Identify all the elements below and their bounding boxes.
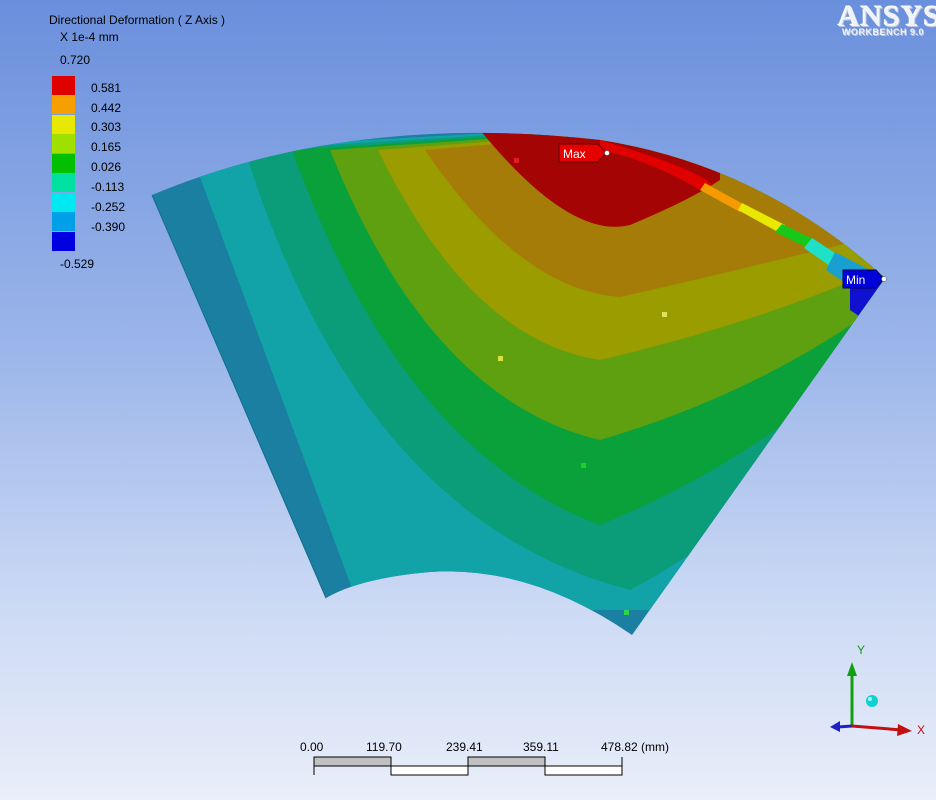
max-probe-label: Max	[563, 147, 586, 161]
legend-value: 0.442	[91, 101, 122, 115]
legend-swatch	[52, 95, 75, 114]
scale-bar	[313, 756, 623, 776]
legend-value: 0.303	[91, 120, 122, 134]
legend-max-value: 0.720	[60, 53, 91, 67]
legend-title: Directional Deformation ( Z Axis )	[49, 13, 226, 27]
coordinate-triad[interactable]: Y X	[830, 643, 925, 737]
legend-value: -0.113	[91, 180, 125, 194]
legend-value: 0.165	[91, 140, 122, 154]
legend-swatch	[52, 232, 75, 251]
scale-tick: 0.00	[300, 740, 324, 754]
workbench-version-label: WORKBENCH 9.0	[842, 27, 925, 37]
triad-y-label: Y	[857, 643, 865, 657]
legend-value: 0.026	[91, 160, 122, 174]
ansys-logo: ANSYS	[838, 0, 936, 33]
max-probe[interactable]: Max	[558, 143, 610, 163]
legend-swatch	[52, 193, 75, 212]
legend-value: 0.581	[91, 81, 122, 95]
scale-tick: 359.11	[523, 740, 559, 754]
triad-x-label: X	[917, 723, 925, 737]
scale-tick: 119.70	[366, 740, 402, 754]
legend-swatch	[52, 115, 75, 134]
scale-tick: 478.82 (mm)	[601, 740, 670, 754]
scale-tick: 239.41	[446, 740, 483, 754]
legend-unit: X 1e-4 mm	[60, 30, 119, 44]
legend-swatch	[52, 212, 75, 231]
min-probe-label: Min	[846, 273, 865, 287]
legend-swatch	[52, 134, 75, 153]
legend-swatch	[52, 154, 75, 173]
min-probe[interactable]: Min	[842, 269, 887, 289]
legend-min-value: -0.529	[60, 257, 95, 271]
legend-value: -0.252	[91, 200, 126, 214]
legend-swatch	[52, 76, 75, 95]
legend-swatch	[52, 173, 75, 192]
legend-value: -0.390	[91, 220, 126, 234]
